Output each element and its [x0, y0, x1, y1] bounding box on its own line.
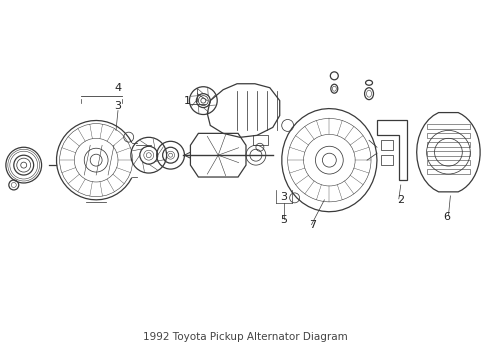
Text: 2: 2: [397, 195, 404, 205]
Text: 1: 1: [183, 96, 191, 105]
Text: 1992 Toyota Pickup Alternator Diagram: 1992 Toyota Pickup Alternator Diagram: [143, 332, 347, 342]
Text: 6: 6: [443, 212, 450, 222]
Text: 3: 3: [114, 100, 121, 111]
Text: 4: 4: [114, 83, 121, 93]
Text: 3: 3: [280, 192, 287, 202]
Text: 5: 5: [280, 215, 287, 225]
Text: 7: 7: [310, 220, 317, 230]
